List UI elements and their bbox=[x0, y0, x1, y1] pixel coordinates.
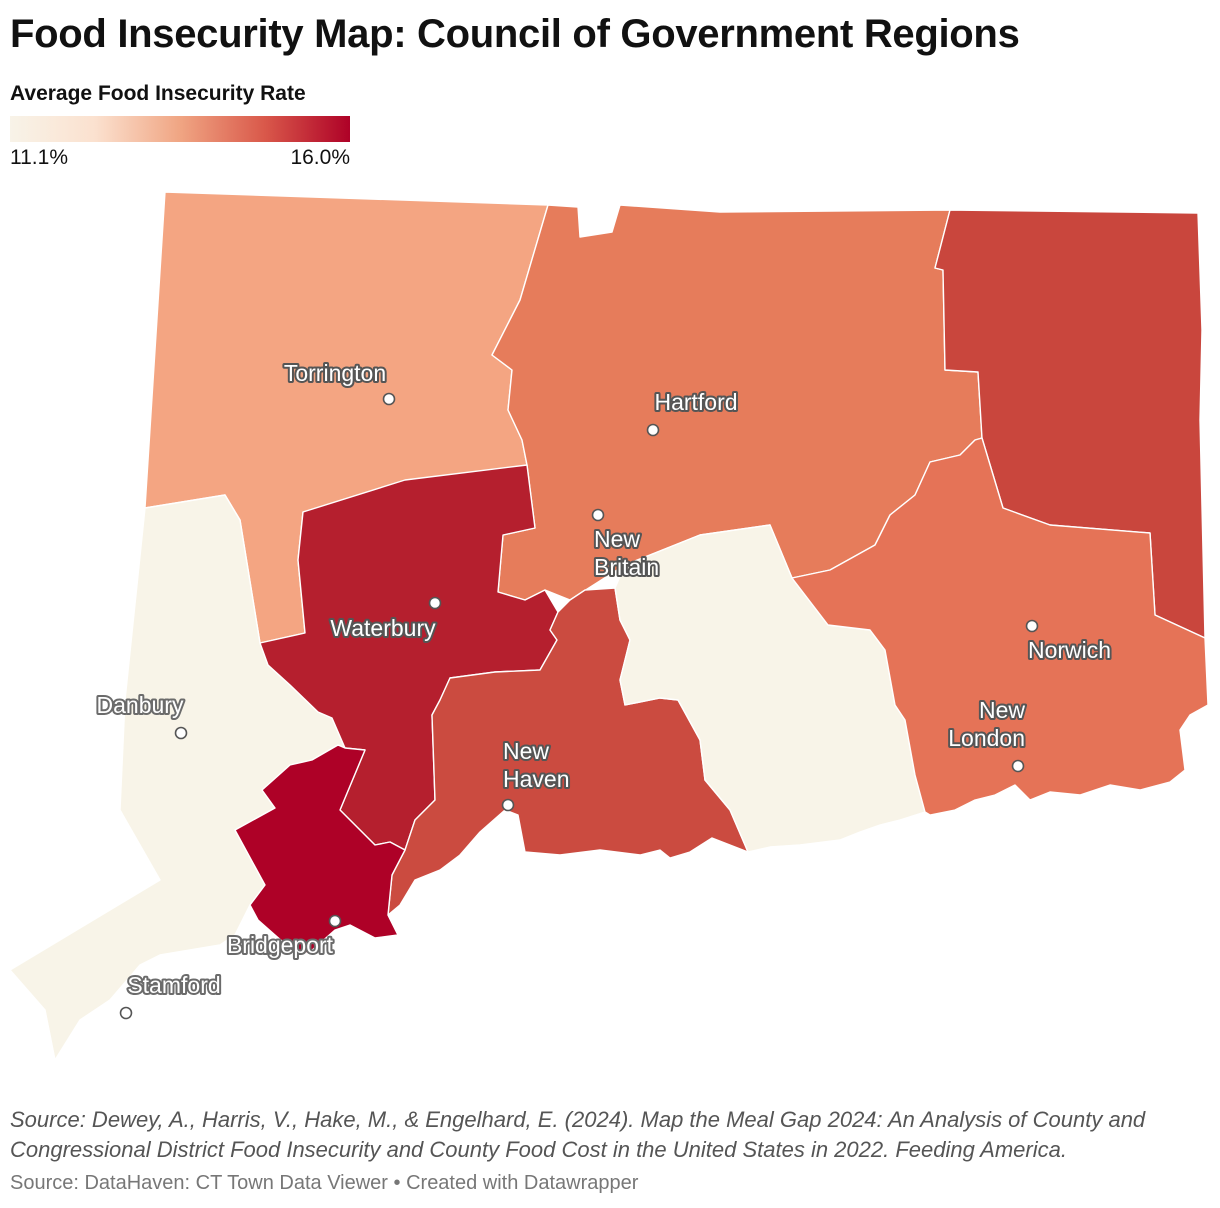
legend-max-label: 16.0% bbox=[290, 146, 350, 169]
city-label-new-london-line1: New bbox=[979, 697, 1025, 723]
city-dot-bridgeport bbox=[328, 914, 342, 928]
city-dot-norwich bbox=[1025, 619, 1039, 633]
city-label-stamford: Stamford bbox=[127, 972, 220, 998]
connecticut-map: Torrington Hartford New Britain Waterbur… bbox=[9, 191, 1209, 1061]
city-label-norwich: Norwich bbox=[1028, 637, 1111, 663]
city-dot-waterbury bbox=[428, 596, 442, 610]
city-label-new-haven-line1: New bbox=[503, 738, 549, 764]
source-citation: Source: Dewey, A., Harris, V., Hake, M.,… bbox=[10, 1107, 1146, 1162]
city-label-bridgeport: Bridgeport bbox=[227, 932, 334, 958]
legend-min-label: 11.1% bbox=[10, 146, 68, 169]
page-title: Food Insecurity Map: Council of Governme… bbox=[10, 12, 1020, 56]
city-label-new-britain-line1: New bbox=[594, 526, 640, 552]
city-dot-new-london bbox=[1011, 759, 1025, 773]
city-label-hartford: Hartford bbox=[654, 389, 737, 415]
city-label-new-london-line2: London bbox=[948, 725, 1025, 751]
city-label-waterbury: Waterbury bbox=[330, 615, 436, 641]
legend-color-scale bbox=[10, 116, 350, 142]
city-dot-stamford bbox=[119, 1006, 133, 1020]
city-label-torrington: Torrington bbox=[284, 360, 386, 386]
credit-line: Source: DataHaven: CT Town Data Viewer •… bbox=[10, 1172, 639, 1194]
city-dot-torrington bbox=[382, 392, 396, 406]
city-label-new-britain-line2: Britain bbox=[594, 554, 659, 580]
city-label-new-haven-line2: Haven bbox=[503, 766, 569, 792]
city-dot-new-britain bbox=[591, 508, 605, 522]
region-southeastern[interactable] bbox=[791, 437, 1209, 816]
city-dot-new-haven bbox=[501, 798, 515, 812]
region-greater-bridgeport[interactable] bbox=[234, 744, 406, 956]
legend-title: Average Food Insecurity Rate bbox=[10, 82, 306, 105]
city-label-danbury: Danbury bbox=[97, 692, 184, 718]
city-dot-hartford bbox=[646, 423, 660, 437]
city-dot-danbury bbox=[174, 726, 188, 740]
